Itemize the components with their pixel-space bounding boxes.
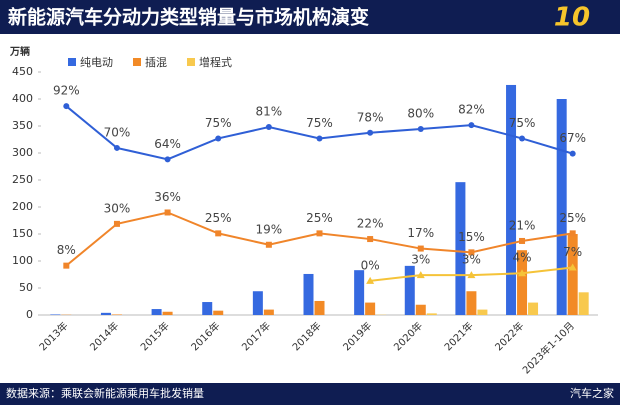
bar [264, 310, 274, 315]
share-point [165, 156, 171, 162]
legend-swatch [68, 58, 76, 66]
title: 新能源汽车分动力类型销量与市场机构演变 [8, 6, 369, 29]
share-point [165, 209, 171, 215]
bar [202, 302, 212, 315]
bar [455, 182, 465, 315]
share-point [266, 124, 272, 130]
y-tick-label: 200 [12, 200, 33, 213]
data-label: 75% [205, 116, 232, 130]
share-point [570, 151, 576, 157]
data-label: 82% [458, 103, 485, 117]
data-label: 30% [104, 201, 131, 215]
bar [315, 301, 325, 315]
data-label: 8% [57, 243, 76, 257]
bar [253, 291, 263, 315]
share-point [317, 135, 323, 141]
bar [354, 270, 364, 315]
bar [50, 314, 60, 315]
data-label: 25% [306, 211, 333, 225]
y-tick-label: 250 [12, 173, 33, 186]
y-tick-label: 0 [26, 308, 33, 321]
data-label: 17% [407, 226, 434, 240]
data-label: 92% [53, 84, 80, 98]
data-label: 25% [559, 211, 586, 225]
share-point [367, 236, 373, 242]
data-label: 3% [462, 253, 481, 267]
bar [405, 266, 415, 315]
y-tick-label: 150 [12, 227, 33, 240]
bar [416, 305, 426, 315]
data-label: 75% [306, 116, 333, 130]
share-point [317, 230, 323, 236]
share-point [63, 263, 69, 269]
y-tick-label: 450 [12, 65, 33, 78]
data-label: 4% [513, 251, 532, 265]
legend-label: 纯电动 [80, 56, 113, 69]
data-label: 81% [256, 105, 283, 119]
legend-label: 插混 [145, 55, 167, 69]
bar [152, 309, 162, 315]
data-label: 75% [509, 116, 536, 130]
logo: 10 [554, 3, 590, 33]
share-point [114, 221, 120, 227]
data-label: 0% [361, 258, 380, 272]
data-label: 3% [411, 253, 430, 267]
data-label: 36% [154, 190, 181, 204]
bar [163, 312, 173, 315]
bar [101, 313, 111, 315]
data-label: 7% [563, 245, 582, 259]
legend-label: 增程式 [199, 55, 232, 69]
y-tick-label: 300 [12, 146, 33, 159]
y-tick-label: 50 [19, 281, 33, 294]
y-tick-label: 350 [12, 119, 33, 132]
legend-swatch [187, 58, 195, 66]
share-point [114, 145, 120, 151]
y-axis-label: 万辆 [9, 45, 30, 58]
share-point [468, 122, 474, 128]
data-label: 15% [458, 230, 485, 244]
data-label: 25% [205, 211, 232, 225]
bar [365, 303, 375, 315]
legend-swatch [133, 58, 141, 66]
bar [477, 310, 487, 315]
share-point [63, 103, 69, 109]
bar [528, 303, 538, 315]
share-point [215, 230, 221, 236]
brand: 汽车之家 [570, 386, 614, 400]
share-point [418, 126, 424, 132]
data-label: 19% [256, 222, 283, 236]
data-label: 70% [104, 125, 131, 139]
data-label: 67% [559, 131, 586, 145]
share-point [519, 238, 525, 244]
data-label: 21% [509, 218, 536, 232]
y-tick-label: 100 [12, 254, 33, 267]
bar [466, 291, 476, 315]
share-point [266, 242, 272, 248]
y-tick-label: 400 [12, 92, 33, 105]
bar [112, 314, 122, 315]
bar [304, 274, 314, 315]
bar [579, 292, 589, 315]
data-label: 80% [407, 106, 434, 120]
bar [427, 313, 437, 315]
data-label: 64% [154, 137, 181, 151]
share-point [570, 230, 576, 236]
source: 数据来源：乘联会新能源乘用车批发销量 [6, 386, 204, 400]
data-label: 78% [357, 110, 384, 124]
share-point [418, 246, 424, 252]
bar [213, 311, 223, 315]
share-point [519, 135, 525, 141]
share-point [367, 130, 373, 136]
share-point [215, 135, 221, 141]
data-label: 22% [357, 217, 384, 231]
